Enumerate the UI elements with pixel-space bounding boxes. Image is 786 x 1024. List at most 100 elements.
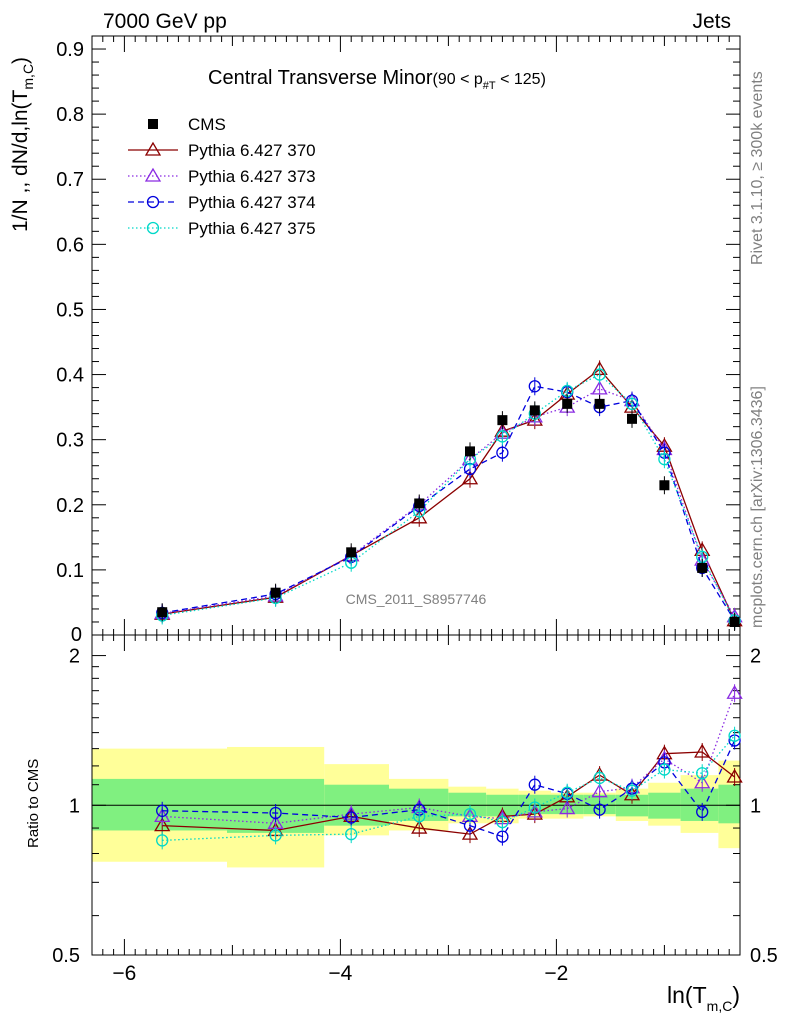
main-series-p373 <box>154 379 743 626</box>
main-line-p370 <box>162 368 736 621</box>
legend-label-p370: Pythia 6.427 370 <box>188 141 316 160</box>
ratio-point-p374 <box>269 806 282 820</box>
xtick-label: −4 <box>328 962 352 985</box>
ratio-point-p373 <box>694 774 711 789</box>
xtick-label: −2 <box>544 962 568 985</box>
main-point-p370 <box>411 509 428 524</box>
main-series-p370 <box>154 360 743 630</box>
main-point-cms <box>529 405 540 416</box>
main-line-p374 <box>162 385 736 622</box>
legend-label-p375: Pythia 6.427 375 <box>188 219 316 238</box>
main-point-p374 <box>528 380 541 393</box>
main-title: Central Transverse Minor(90 < p#T < 125) <box>208 67 546 92</box>
legend-marker-p375 <box>146 221 160 235</box>
legend: CMS Pythia 6.427 370 Pythia 6.427 373 Pythi… <box>128 115 316 238</box>
main-ytick-label: 0.6 <box>56 234 84 256</box>
ratio-point-p374 <box>528 778 541 791</box>
ratio-point-p370 <box>726 768 743 783</box>
ratio-ytick-label-right: 0.5 <box>750 945 778 967</box>
ratio-point-p373 <box>591 783 608 798</box>
main-point-p373 <box>591 380 608 395</box>
main-point-p370 <box>461 470 479 485</box>
ratio-point-p370 <box>461 825 479 840</box>
main-ytick-label: 0.2 <box>56 495 84 517</box>
ratio-ylabel: Ratio to CMS <box>25 759 42 848</box>
main-ytick-label: 0.7 <box>56 169 84 191</box>
header-left: 7000 GeV pp <box>103 10 227 33</box>
legend-marker-p370 <box>144 141 162 156</box>
ratio-ytick-label-right: 1 <box>750 795 761 817</box>
ratio-point-p375 <box>269 829 282 842</box>
data-series <box>154 360 743 850</box>
main-ytick-label: 0.5 <box>56 299 84 321</box>
main-point-p374 <box>496 446 509 459</box>
ratio-point-p375 <box>658 763 671 776</box>
mcplots-label: mcplots.cern.ch [arXiv:1306.3436] <box>749 386 766 628</box>
ratio-point-p375 <box>463 807 477 821</box>
ratio-ytick-label: 2 <box>69 646 80 668</box>
main-line-p373 <box>162 388 736 618</box>
ratio-point-p370 <box>694 743 711 758</box>
main-ytick-label-zero: 0 <box>71 624 82 646</box>
ratio-point-p370 <box>623 786 641 801</box>
ratio-point-p370 <box>411 819 428 834</box>
main-ytick-label: 0.3 <box>56 430 84 452</box>
main-series-cms <box>157 394 740 631</box>
ratio-ytick-label: 0.5 <box>52 945 80 967</box>
legend-marker-p373 <box>144 167 162 182</box>
main-ylabel: 1/N ,, dN/d,ln(Tm,C) <box>9 57 36 232</box>
ratio-point-p375 <box>625 784 639 797</box>
main-line-p375 <box>162 373 736 621</box>
ratio-point-p375 <box>345 827 358 841</box>
legend-label-p373: Pythia 6.427 373 <box>188 167 316 186</box>
main-point-cms <box>497 415 508 426</box>
main-point-p375 <box>593 368 606 381</box>
ratio-point-p375 <box>413 810 426 823</box>
ratio-point-p373 <box>559 800 576 815</box>
legend-marker-cms <box>148 119 158 129</box>
ratio-point-p375 <box>561 786 574 799</box>
legend-label-cms: CMS <box>188 115 226 134</box>
main-ytick-label: 0.1 <box>56 560 84 582</box>
main-point-cms <box>594 398 605 409</box>
ratio-point-p374 <box>593 803 606 816</box>
main-point-cms <box>157 607 168 618</box>
main-point-p375 <box>658 453 671 466</box>
ratio-point-p375 <box>528 801 541 814</box>
main-point-cms <box>270 587 281 598</box>
ratio-point-p375 <box>156 834 169 847</box>
ratio-point-p375 <box>696 767 709 780</box>
analysis-watermark: CMS_2011_S8957746 <box>346 591 487 607</box>
main-point-cms <box>346 547 357 558</box>
main-point-cms <box>659 480 670 491</box>
main-ytick-label: 0.9 <box>56 39 84 61</box>
main-point-cms <box>562 398 573 409</box>
main-ytick-label: 0.4 <box>56 365 84 387</box>
main-point-p375 <box>496 430 509 443</box>
header-right: Jets <box>692 10 731 33</box>
x-axis-label: ln(Tm,C) <box>667 982 740 1014</box>
ratio-point-p370 <box>154 817 171 832</box>
main-point-p375 <box>625 397 639 411</box>
ratio-ytick-label-right: 2 <box>750 646 761 668</box>
main-ytick-label: 0.8 <box>56 104 84 126</box>
ratio-ytick-label: 1 <box>69 795 80 817</box>
ratio-point-p375 <box>593 771 606 785</box>
ratio-point-p374 <box>696 805 709 819</box>
ratio-point-p375 <box>496 815 509 829</box>
main-point-cms <box>729 616 740 627</box>
ratio-point-p374 <box>345 811 358 824</box>
legend-marker-p374 <box>146 195 160 209</box>
inner-band-segment <box>718 784 740 824</box>
main-point-cms <box>465 446 475 457</box>
legend-label-p374: Pythia 6.427 374 <box>188 193 316 212</box>
ratio-point-p374 <box>156 804 169 817</box>
axes: 0.1 0.2 0.3 0.4 0.5 0.6 0.7 0.8 0.9 0 −6 −4 −2 0.5 0.5… <box>52 35 778 985</box>
ratio-point-p373 <box>726 684 743 699</box>
rivet-label: Rivet 3.1.10, ≥ 300k events <box>749 71 766 265</box>
main-point-cms <box>627 413 637 424</box>
ratio-series-p375 <box>156 726 741 850</box>
ratio-point-p375 <box>728 729 741 742</box>
main-point-cms <box>414 498 425 509</box>
